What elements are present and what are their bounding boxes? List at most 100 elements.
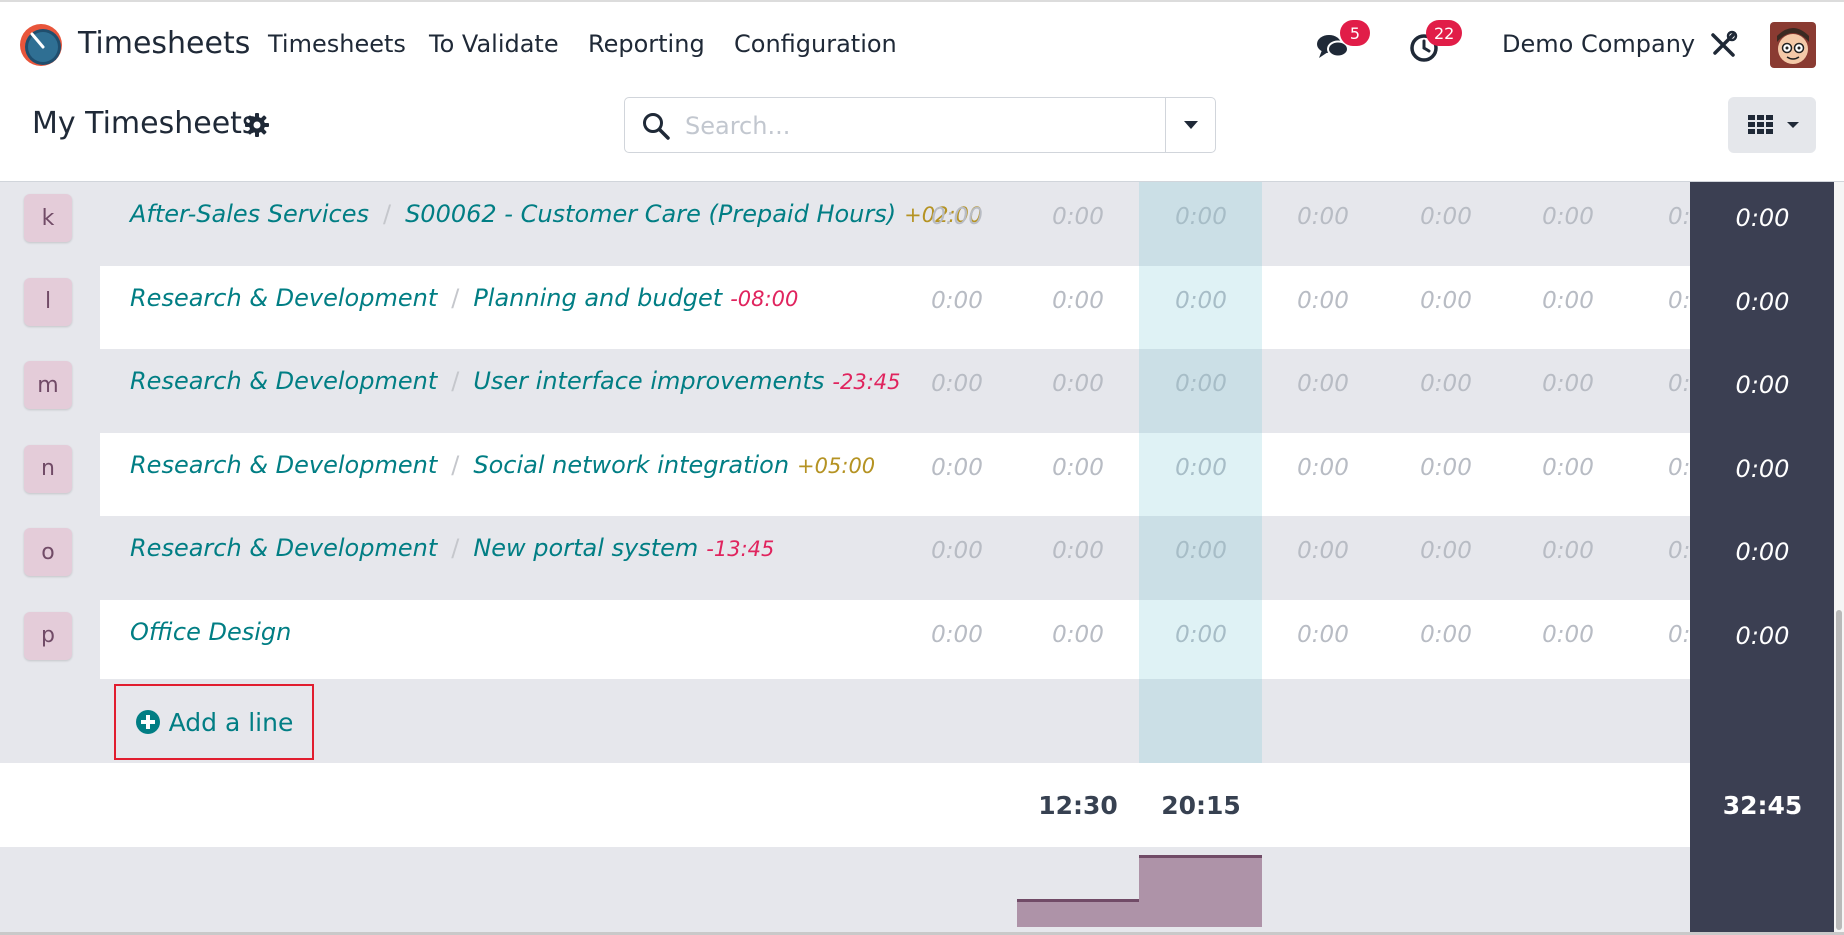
day-cell[interactable]: 0:00 <box>1420 287 1472 314</box>
row-total: 0:00 <box>1735 454 1790 483</box>
day-cell[interactable]: 0:00 <box>1052 454 1104 481</box>
menu-reporting[interactable]: Reporting <box>588 30 705 58</box>
day-cell[interactable]: 0:00 <box>1297 454 1349 481</box>
vertical-scrollbar[interactable] <box>1834 182 1844 935</box>
day-cell[interactable]: 0:00 <box>1542 454 1594 481</box>
day-cell[interactable]: 0:00 <box>1052 621 1104 648</box>
timesheets-app-logo[interactable] <box>18 22 64 68</box>
timesheet-row[interactable]: o Research & Development / New portal syste… <box>0 516 1690 600</box>
day-cell[interactable]: 0:00 <box>931 454 983 481</box>
task-name: Social network integration <box>473 450 790 479</box>
day-total-col3: 20:15 <box>1161 791 1241 820</box>
day-cell[interactable]: 0: <box>1668 371 1690 397</box>
day-cell[interactable]: 0:00 <box>1542 538 1594 564</box>
add-line-button[interactable]: Add a line <box>114 684 314 760</box>
gear-icon[interactable] <box>244 112 270 138</box>
day-cell[interactable]: 0: <box>1668 454 1690 481</box>
row-hotkey-badge: o <box>24 528 72 576</box>
timesheet-row[interactable]: p Office Design 0:00 0:00 0:00 0:00 0:00 0:00 0: <box>0 599 1690 684</box>
day-cell[interactable]: 0:00 <box>931 538 983 564</box>
task-name: User interface improvements <box>473 367 825 395</box>
day-cell[interactable]: 0:00 <box>1297 621 1349 648</box>
day-cell[interactable]: 0:00 <box>1175 371 1227 397</box>
row-background <box>100 349 1690 433</box>
day-cell[interactable]: 0:00 <box>931 621 983 648</box>
day-cell[interactable]: 0:00 <box>1542 371 1594 397</box>
row-label[interactable]: Research & Development / Planning and budg… <box>130 284 798 312</box>
activities-button[interactable]: 22 <box>1406 20 1466 64</box>
row-label[interactable]: Research & Development / Social network in… <box>130 451 875 479</box>
project-name: Research & Development <box>130 450 438 479</box>
timesheet-row[interactable]: n Research & Development / Social network i… <box>0 432 1690 517</box>
day-cell[interactable]: 0:00 <box>1420 538 1472 564</box>
row-total: 0:00 <box>1735 204 1790 232</box>
top-navbar: Timesheets Timesheets To Validate Report… <box>0 0 1844 84</box>
remaining-hours-delta: +05:00 <box>797 453 876 478</box>
menu-to-validate[interactable]: To Validate <box>429 30 559 58</box>
day-cell[interactable]: 0:00 <box>1052 371 1104 397</box>
menu-timesheets[interactable]: Timesheets <box>268 30 406 58</box>
day-cell[interactable]: 0:00 <box>1175 454 1227 481</box>
remaining-hours-delta: +02:00 <box>904 203 983 227</box>
timesheet-row[interactable]: l Research & Development / Planning and bud… <box>0 265 1690 350</box>
row-hotkey-badge: k <box>24 194 72 242</box>
app-name[interactable]: Timesheets <box>78 26 251 61</box>
day-cell[interactable]: 0:00 <box>1052 538 1104 564</box>
row-background <box>100 182 1690 266</box>
add-line-label: Add a line <box>168 707 294 737</box>
day-cell[interactable]: 0:00 <box>931 287 983 314</box>
day-cell[interactable]: 0:00 <box>1420 371 1472 397</box>
day-cell[interactable]: 0:00 <box>1297 371 1349 397</box>
day-cell[interactable]: 0:00 <box>1420 204 1472 230</box>
user-avatar[interactable] <box>1770 22 1816 68</box>
timesheet-row[interactable]: m Research & Development / User interface i… <box>0 349 1690 433</box>
day-cell[interactable]: 0:00 <box>1175 538 1227 564</box>
project-name: Office Design <box>130 617 292 646</box>
grand-total: 32:45 <box>1722 791 1803 820</box>
menu-configuration[interactable]: Configuration <box>734 30 897 58</box>
day-cell[interactable]: 0:00 <box>1297 204 1349 230</box>
day-cell[interactable]: 0:00 <box>1542 204 1594 230</box>
row-label[interactable]: Research & Development / New portal system… <box>130 534 774 562</box>
day-cell[interactable]: 0:00 <box>931 371 983 397</box>
chat-bubbles-icon <box>1317 35 1349 58</box>
day-cell[interactable]: 0:00 <box>1175 287 1227 314</box>
day-cell[interactable]: 0:00 <box>1297 538 1349 564</box>
row-total: 0:00 <box>1735 287 1790 316</box>
day-cell[interactable]: 0:00 <box>1175 204 1227 230</box>
row-label[interactable]: Research & Development / User interface im… <box>130 367 901 395</box>
timesheet-row[interactable]: k After-Sales Services / S00062 - Customer … <box>0 182 1690 266</box>
day-cell[interactable]: 0:00 <box>931 204 983 230</box>
day-cell[interactable]: 0: <box>1668 204 1690 230</box>
day-cell[interactable]: 0:00 <box>1175 621 1227 648</box>
messages-button[interactable]: 5 <box>1316 20 1370 64</box>
hours-chart-row <box>0 847 1690 935</box>
day-cell[interactable]: 0:00 <box>1420 454 1472 481</box>
company-switcher[interactable]: Demo Company <box>1502 30 1696 58</box>
row-label[interactable]: After-Sales Services / S00062 - Customer C… <box>130 200 982 228</box>
tools-icon[interactable] <box>1708 30 1738 60</box>
label-separator: / <box>451 450 460 479</box>
day-cell[interactable]: 0:00 <box>1052 204 1104 230</box>
label-separator: / <box>451 283 460 312</box>
view-switcher-button[interactable] <box>1728 97 1816 153</box>
day-cell[interactable]: 0:00 <box>1542 287 1594 314</box>
day-cell[interactable]: 0:00 <box>1052 287 1104 314</box>
total-column <box>1690 182 1835 935</box>
scrollbar-thumb[interactable] <box>1836 610 1842 930</box>
row-label[interactable]: Office Design <box>130 618 291 646</box>
search-options-toggle[interactable] <box>1165 98 1215 152</box>
day-cell[interactable]: 0:00 <box>1542 621 1594 648</box>
search-input[interactable] <box>685 106 1185 146</box>
day-cell[interactable]: 0: <box>1668 287 1690 314</box>
day-cell[interactable]: 0: <box>1668 621 1690 648</box>
task-name: New portal system <box>473 534 699 562</box>
day-cell[interactable]: 0:00 <box>1297 287 1349 314</box>
remaining-hours-delta: -08:00 <box>730 286 799 311</box>
timesheet-grid: k After-Sales Services / S00062 - Customer … <box>0 182 1844 935</box>
day-cell[interactable]: 0: <box>1668 538 1690 564</box>
day-cell[interactable]: 0:00 <box>1420 621 1472 648</box>
row-background <box>100 432 1690 517</box>
clock-icon <box>1410 34 1438 62</box>
project-name: Research & Development <box>130 283 438 312</box>
